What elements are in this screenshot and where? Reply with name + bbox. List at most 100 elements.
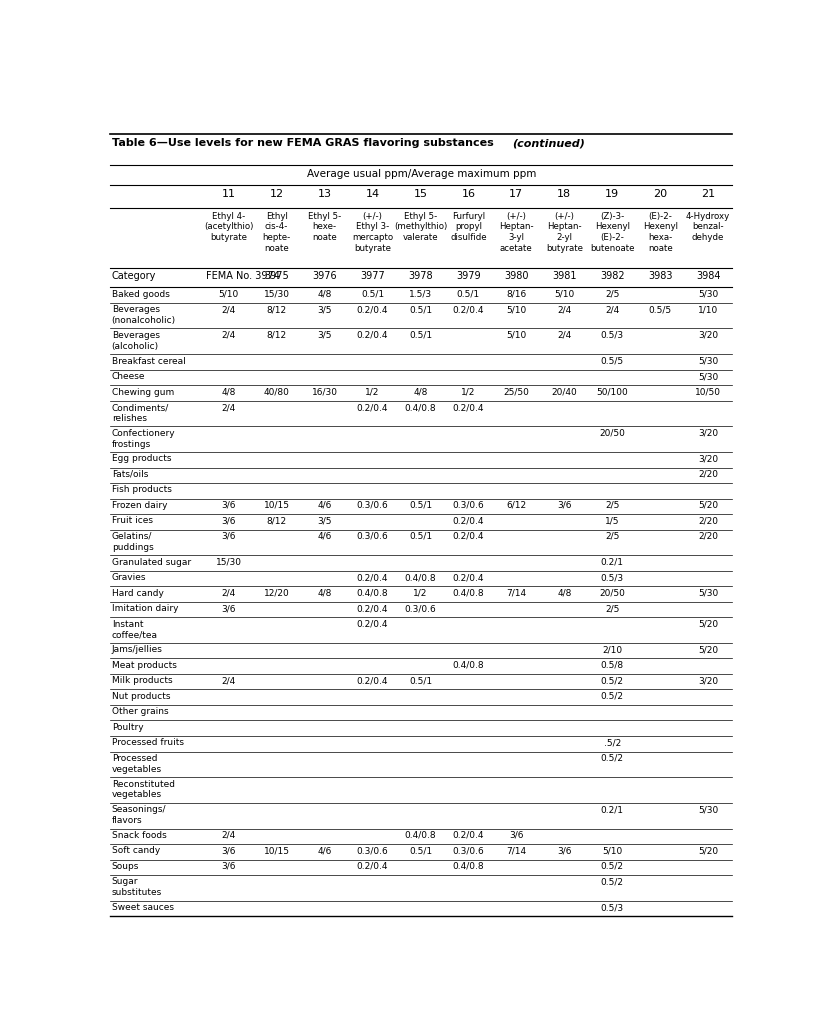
Text: 0.3/0.6: 0.3/0.6 bbox=[357, 500, 388, 510]
Text: 5/10: 5/10 bbox=[603, 847, 622, 855]
Text: 0.5/1: 0.5/1 bbox=[409, 847, 432, 855]
Text: 4-Hydroxy
benzal-
dehyde: 4-Hydroxy benzal- dehyde bbox=[686, 212, 730, 242]
Text: 0.5/1: 0.5/1 bbox=[409, 500, 432, 510]
Text: 4/8: 4/8 bbox=[317, 290, 332, 299]
Text: Category: Category bbox=[112, 271, 156, 281]
Text: 20/50: 20/50 bbox=[599, 588, 626, 598]
Text: (+/-)
Heptan-
2-yl
butyrate: (+/-) Heptan- 2-yl butyrate bbox=[546, 212, 583, 253]
Text: 0.3/0.6: 0.3/0.6 bbox=[453, 500, 484, 510]
Text: 3975: 3975 bbox=[264, 271, 289, 281]
Text: 5/20: 5/20 bbox=[698, 645, 718, 655]
Text: 0.4/0.8: 0.4/0.8 bbox=[404, 403, 436, 413]
Text: 0.2/0.4: 0.2/0.4 bbox=[453, 305, 484, 314]
Text: 2/4: 2/4 bbox=[222, 331, 236, 340]
Text: 5/10: 5/10 bbox=[506, 331, 527, 340]
Text: Granulated sugar: Granulated sugar bbox=[112, 557, 191, 567]
Text: 0.4/0.8: 0.4/0.8 bbox=[453, 862, 484, 871]
Text: 0.5/5: 0.5/5 bbox=[601, 357, 624, 366]
Text: 0.3/0.6: 0.3/0.6 bbox=[357, 847, 388, 855]
Text: 0.5/2: 0.5/2 bbox=[601, 754, 624, 763]
Text: .5/2: .5/2 bbox=[603, 738, 621, 748]
Text: (+/-)
Heptan-
3-yl
acetate: (+/-) Heptan- 3-yl acetate bbox=[499, 212, 533, 253]
Text: 2/4: 2/4 bbox=[605, 305, 620, 314]
Text: 7/14: 7/14 bbox=[506, 588, 526, 598]
Text: Snack foods: Snack foods bbox=[112, 831, 166, 840]
Text: 0.5/3: 0.5/3 bbox=[601, 903, 624, 912]
Text: 2/4: 2/4 bbox=[222, 831, 236, 840]
Text: Ethyl
cis-4-
hepte-
noate: Ethyl cis-4- hepte- noate bbox=[262, 212, 291, 253]
Text: 0.2/0.4: 0.2/0.4 bbox=[453, 531, 484, 541]
Text: 3/20: 3/20 bbox=[698, 429, 718, 437]
Text: 1/2: 1/2 bbox=[413, 588, 427, 598]
Text: Table 6—Use levels for new FEMA GRAS flavoring substances: Table 6—Use levels for new FEMA GRAS fla… bbox=[113, 139, 494, 149]
Text: Cheese: Cheese bbox=[112, 372, 145, 382]
Text: 8/12: 8/12 bbox=[266, 331, 287, 340]
Text: 3982: 3982 bbox=[600, 271, 625, 281]
Text: 0.2/0.4: 0.2/0.4 bbox=[357, 619, 388, 629]
Text: 7/14: 7/14 bbox=[506, 847, 526, 855]
Text: 2/5: 2/5 bbox=[605, 290, 620, 299]
Text: 2/5: 2/5 bbox=[605, 604, 620, 613]
Text: Fats/oils: Fats/oils bbox=[112, 470, 148, 479]
Text: 5/10: 5/10 bbox=[554, 290, 575, 299]
Text: 16: 16 bbox=[461, 188, 475, 199]
Text: Average usual ppm/Average maximum ppm: Average usual ppm/Average maximum ppm bbox=[307, 170, 536, 180]
Text: 0.4/0.8: 0.4/0.8 bbox=[453, 588, 484, 598]
Text: 3984: 3984 bbox=[696, 271, 720, 281]
Text: 3983: 3983 bbox=[648, 271, 672, 281]
Text: 0.5/2: 0.5/2 bbox=[601, 676, 624, 686]
Text: 4/8: 4/8 bbox=[221, 388, 236, 397]
Text: 15/30: 15/30 bbox=[264, 290, 289, 299]
Text: Confectionery
frostings: Confectionery frostings bbox=[112, 429, 175, 449]
Text: 0.5/1: 0.5/1 bbox=[409, 305, 432, 314]
Text: 0.2/0.4: 0.2/0.4 bbox=[453, 516, 484, 525]
Text: 5/30: 5/30 bbox=[698, 290, 718, 299]
Text: Processed
vegetables: Processed vegetables bbox=[112, 754, 162, 773]
Text: FEMA No. 3974: FEMA No. 3974 bbox=[206, 271, 279, 281]
Text: 14: 14 bbox=[366, 188, 380, 199]
Text: 0.5/5: 0.5/5 bbox=[649, 305, 672, 314]
Text: 17: 17 bbox=[510, 188, 524, 199]
Text: Beverages
(nonalcoholic): Beverages (nonalcoholic) bbox=[112, 305, 176, 325]
Text: 4/8: 4/8 bbox=[557, 588, 571, 598]
Text: 0.2/0.4: 0.2/0.4 bbox=[357, 676, 388, 686]
Text: Other grains: Other grains bbox=[112, 707, 169, 717]
Text: Milk products: Milk products bbox=[112, 676, 173, 686]
Text: Meat products: Meat products bbox=[112, 661, 177, 670]
Text: 2/20: 2/20 bbox=[698, 531, 718, 541]
Text: 5/30: 5/30 bbox=[698, 372, 718, 382]
Text: 0.2/0.4: 0.2/0.4 bbox=[357, 331, 388, 340]
Text: Fruit ices: Fruit ices bbox=[112, 516, 153, 525]
Text: 5/20: 5/20 bbox=[698, 847, 718, 855]
Text: 0.2/1: 0.2/1 bbox=[601, 805, 624, 814]
Text: 6/12: 6/12 bbox=[506, 500, 526, 510]
Text: 4/6: 4/6 bbox=[317, 847, 332, 855]
Text: 2/5: 2/5 bbox=[605, 531, 620, 541]
Text: 25/50: 25/50 bbox=[503, 388, 529, 397]
Text: 21: 21 bbox=[701, 188, 715, 199]
Text: 0.5/1: 0.5/1 bbox=[409, 331, 432, 340]
Text: 3/20: 3/20 bbox=[698, 676, 718, 686]
Text: 2/4: 2/4 bbox=[222, 676, 236, 686]
Text: Processed fruits: Processed fruits bbox=[112, 738, 183, 748]
Text: 8/12: 8/12 bbox=[266, 516, 287, 525]
Text: 11: 11 bbox=[222, 188, 236, 199]
Text: 20: 20 bbox=[653, 188, 667, 199]
Text: 5/30: 5/30 bbox=[698, 588, 718, 598]
Text: Condiments/
relishes: Condiments/ relishes bbox=[112, 403, 169, 423]
Text: 50/100: 50/100 bbox=[597, 388, 628, 397]
Text: 16/30: 16/30 bbox=[312, 388, 338, 397]
Text: Fish products: Fish products bbox=[112, 486, 172, 494]
Text: 10/15: 10/15 bbox=[264, 847, 289, 855]
Text: 0.2/0.4: 0.2/0.4 bbox=[357, 604, 388, 613]
Text: 0.4/0.8: 0.4/0.8 bbox=[357, 588, 388, 598]
Text: 13: 13 bbox=[317, 188, 331, 199]
Text: Soft candy: Soft candy bbox=[112, 847, 160, 855]
Text: Hard candy: Hard candy bbox=[112, 588, 164, 598]
Text: 4/8: 4/8 bbox=[413, 388, 427, 397]
Text: 3977: 3977 bbox=[360, 271, 385, 281]
Text: 2/4: 2/4 bbox=[222, 403, 236, 413]
Text: 2/4: 2/4 bbox=[557, 331, 571, 340]
Text: 20/40: 20/40 bbox=[552, 388, 577, 397]
Text: Breakfast cereal: Breakfast cereal bbox=[112, 357, 186, 366]
